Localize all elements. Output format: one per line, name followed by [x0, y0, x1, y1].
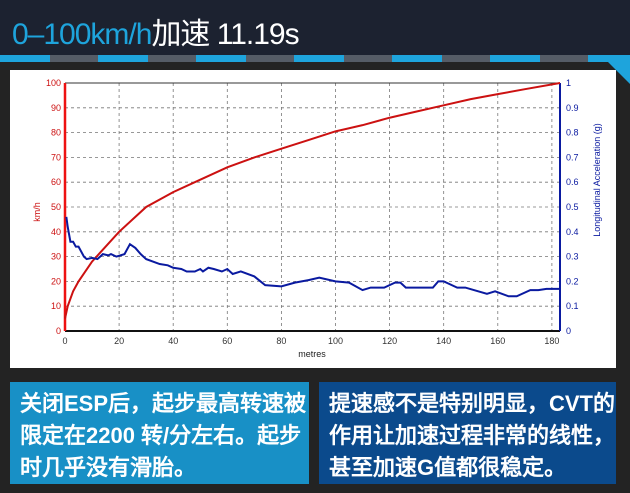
x-tick-label: 100 [328, 336, 343, 346]
y-tick-label: 20 [51, 276, 61, 286]
y-tick-label: 50 [51, 202, 61, 212]
x-tick-label: 60 [222, 336, 232, 346]
decorative-stripe [0, 55, 630, 62]
y2-tick-label: 0 [566, 326, 571, 336]
x-axis-label: metres [298, 349, 326, 359]
y-tick-label: 0 [56, 326, 61, 336]
y2-axis-label: Longitudinal Acceleration (g) [592, 123, 602, 237]
y2-tick-label: 0.6 [566, 177, 579, 187]
acceleration-chart: metres km/h Longitudinal Acceleration (g… [32, 78, 602, 359]
y2-tick-label: 0.7 [566, 152, 579, 162]
y-axis-label: km/h [32, 202, 42, 222]
y-tick-label: 100 [46, 78, 61, 88]
y2-tick-label: 1 [566, 78, 571, 88]
x-tick-label: 120 [382, 336, 397, 346]
y-tick-label: 10 [51, 301, 61, 311]
y2-tick-label: 0.4 [566, 227, 579, 237]
title-rest: 加速 11.19s [151, 18, 299, 51]
note-left: 关闭ESP后，起步最高转速被限定在2200 转/分左右。起步时几乎没有滑胎。 [10, 382, 309, 484]
x-tick-label: 80 [276, 336, 286, 346]
y-tick-label: 30 [51, 252, 61, 262]
y-tick-label: 80 [51, 128, 61, 138]
header-bar: 0–100km/h加速 11.19s [0, 0, 630, 55]
y-tick-label: 40 [51, 227, 61, 237]
y2-tick-label: 0.2 [566, 276, 579, 286]
x-tick-label: 20 [114, 336, 124, 346]
y2-tick-label: 0.1 [566, 301, 579, 311]
x-tick-label: 180 [544, 336, 559, 346]
speed-line [64, 82, 561, 319]
y2-tick-label: 0.5 [566, 202, 579, 212]
x-tick-label: 160 [490, 336, 505, 346]
title-accent: 0–100km/h [12, 18, 152, 51]
acceleration-line [65, 216, 560, 298]
y2-tick-label: 0.3 [566, 252, 579, 262]
page-title: 0–100km/h加速 11.19s [12, 9, 300, 53]
y-tick-label: 60 [51, 177, 61, 187]
y2-tick-label: 0.9 [566, 103, 579, 113]
y-tick-label: 70 [51, 152, 61, 162]
y2-tick-label: 0.8 [566, 128, 579, 138]
x-tick-label: 0 [62, 336, 67, 346]
x-tick-label: 140 [436, 336, 451, 346]
x-tick-label: 40 [168, 336, 178, 346]
y-tick-label: 90 [51, 103, 61, 113]
chart-panel [10, 70, 616, 368]
note-right: 提速感不是特别明显，CVT的作用让加速过程非常的线性，甚至加速G值都很稳定。 [319, 382, 616, 484]
